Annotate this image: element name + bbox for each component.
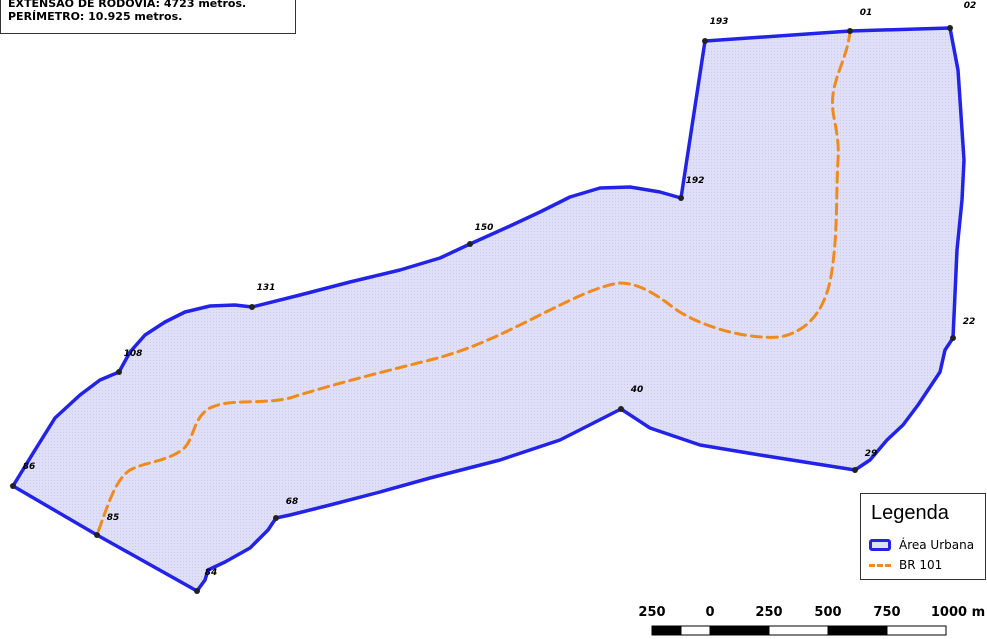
vertex-marker-22	[950, 335, 956, 341]
vertex-label-84: 84	[205, 568, 218, 578]
urban-area-swatch-icon	[869, 539, 891, 551]
scale-label: 250	[755, 605, 782, 620]
vertex-marker-192	[678, 195, 684, 201]
vertex-marker-02	[947, 25, 953, 31]
vertex-marker-84	[194, 588, 200, 594]
vertex-label-01: 01	[860, 8, 873, 18]
vertex-label-40: 40	[630, 385, 644, 395]
vertex-label-192: 192	[686, 176, 705, 186]
perimeter-text: PERÍMETRO: 10.925 metros.	[8, 10, 183, 23]
legend-item-label: BR 101	[899, 558, 943, 572]
road-dashed-swatch-icon	[869, 563, 891, 567]
scale-segment	[768, 625, 829, 636]
vertex-label-86: 86	[23, 462, 36, 472]
legend-item-urban-area: Área Urbana	[869, 538, 974, 552]
legend-item-br101: BR 101	[869, 558, 942, 572]
br101-road-line	[95, 29, 852, 537]
scale-segment	[827, 625, 888, 636]
vertex-marker-131	[249, 304, 255, 310]
legend-item-label: Área Urbana	[899, 538, 975, 552]
vertex-marker-68	[273, 515, 279, 521]
vertex-label-108: 108	[124, 349, 143, 359]
legend: Legenda Área Urbana BR 101	[860, 493, 986, 580]
scale-label: 0	[705, 605, 714, 620]
scale-label: 750	[873, 605, 900, 620]
vertex-label-68: 68	[286, 497, 299, 507]
scale-label: 250	[638, 605, 665, 620]
scale-segment	[651, 625, 682, 636]
scale-label: 1000 m	[931, 605, 985, 620]
scale-segment	[709, 625, 770, 636]
vertex-label-85: 85	[107, 513, 120, 523]
vertex-marker-86	[10, 483, 16, 489]
vertex-label-02: 02	[964, 1, 977, 11]
info-box: EXTENSÃO DE RODOVIA: 4723 metros. PERÍME…	[0, 0, 296, 34]
vertex-label-193: 193	[710, 17, 729, 27]
vertex-marker-150	[467, 241, 473, 247]
vertex-label-150: 150	[475, 223, 494, 233]
scale-bar: 250 0 250 500 750 1000 m	[638, 605, 985, 636]
scale-segment	[886, 625, 947, 636]
vertex-label-29: 29	[865, 449, 878, 459]
urban-area-polygon	[11, 26, 966, 593]
vertex-marker-01	[847, 28, 853, 34]
vertex-marker-193	[702, 38, 708, 44]
vertex-marker-29	[852, 467, 858, 473]
vertex-label-131: 131	[257, 283, 276, 293]
vertex-marker-85	[94, 532, 100, 538]
vertex-label-22: 22	[963, 317, 976, 327]
vertex-marker-40	[618, 406, 624, 412]
road-extension-text: EXTENSÃO DE RODOVIA: 4723 metros.	[8, 0, 247, 10]
vertex-marker-108	[116, 369, 122, 375]
scale-label: 500	[814, 605, 841, 620]
legend-title: Legenda	[871, 502, 949, 524]
scale-segment	[680, 625, 711, 636]
